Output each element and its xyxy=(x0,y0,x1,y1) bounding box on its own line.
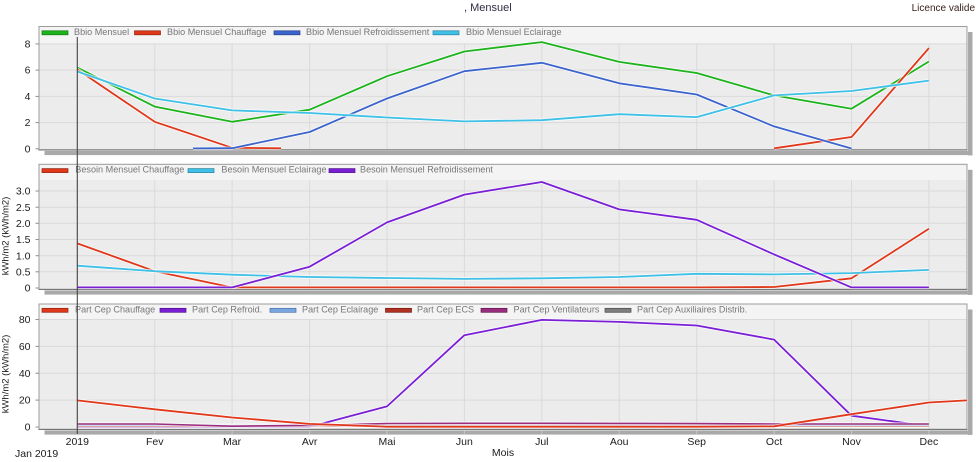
svg-text:60: 60 xyxy=(19,341,31,353)
svg-text:Jul: Jul xyxy=(535,436,548,448)
svg-text:0: 0 xyxy=(25,422,31,434)
svg-text:Besoin Mensuel Refroidissement: Besoin Mensuel Refroidissement xyxy=(360,165,493,175)
svg-text:1.0: 1.0 xyxy=(16,250,31,262)
svg-text:Jan 2019: Jan 2019 xyxy=(15,448,58,460)
svg-text:Part Cep Eclairage: Part Cep Eclairage xyxy=(302,304,378,314)
svg-text:2019: 2019 xyxy=(66,436,90,448)
svg-text:Mai: Mai xyxy=(379,436,396,448)
svg-text:Jun: Jun xyxy=(456,436,473,448)
svg-text:4: 4 xyxy=(25,91,31,103)
svg-text:Mar: Mar xyxy=(223,436,242,448)
svg-text:0: 0 xyxy=(25,143,31,155)
svg-text:Fev: Fev xyxy=(146,436,164,448)
svg-text:0: 0 xyxy=(25,283,31,295)
svg-text:Bbio Mensuel Chauffage: Bbio Mensuel Chauffage xyxy=(167,27,266,37)
svg-text:Part Cep Chauffage: Part Cep Chauffage xyxy=(75,304,155,314)
svg-text:20: 20 xyxy=(19,395,31,407)
svg-text:Oct: Oct xyxy=(766,436,782,448)
svg-text:0.5: 0.5 xyxy=(16,266,31,278)
svg-text:6: 6 xyxy=(25,65,31,77)
svg-text:Part Cep ECS: Part Cep ECS xyxy=(417,304,474,314)
svg-text:, Mensuel: , Mensuel xyxy=(464,2,512,14)
svg-text:Part Cep Refroid.: Part Cep Refroid. xyxy=(192,304,262,314)
svg-text:Bbio Mensuel: Bbio Mensuel xyxy=(74,27,129,37)
svg-text:Sep: Sep xyxy=(687,436,706,448)
svg-text:40: 40 xyxy=(19,368,31,380)
svg-text:1.5: 1.5 xyxy=(16,234,31,246)
svg-text:Bbio Mensuel Refroidissement: Bbio Mensuel Refroidissement xyxy=(306,27,430,37)
svg-text:Avr: Avr xyxy=(302,436,318,448)
svg-text:Aou: Aou xyxy=(610,436,629,448)
svg-text:80: 80 xyxy=(19,314,31,326)
svg-text:Mois: Mois xyxy=(492,447,514,459)
svg-text:Besoin Mensuel Chauffage: Besoin Mensuel Chauffage xyxy=(75,165,184,175)
svg-text:kWh/m2 (kWh/m2): kWh/m2 (kWh/m2) xyxy=(1,197,12,276)
svg-text:Bbio Mensuel Eclairage: Bbio Mensuel Eclairage xyxy=(466,27,562,37)
svg-text:Licence valide: Licence valide xyxy=(912,3,976,14)
svg-text:2.5: 2.5 xyxy=(16,202,31,214)
svg-text:2: 2 xyxy=(25,117,31,129)
svg-text:kWh/m2 (kWh/m2): kWh/m2 (kWh/m2) xyxy=(1,335,12,414)
svg-text:Dec: Dec xyxy=(920,436,939,448)
svg-text:2.0: 2.0 xyxy=(16,218,31,230)
svg-text:8: 8 xyxy=(25,39,31,51)
svg-text:Nov: Nov xyxy=(842,436,861,448)
svg-text:3.0: 3.0 xyxy=(16,186,31,198)
svg-text:Part Cep Auxiliaires Distrib.: Part Cep Auxiliaires Distrib. xyxy=(637,304,747,314)
svg-text:Besoin Mensuel Eclairage: Besoin Mensuel Eclairage xyxy=(221,165,326,175)
svg-text:Part Cep Ventilateurs: Part Cep Ventilateurs xyxy=(514,304,600,314)
